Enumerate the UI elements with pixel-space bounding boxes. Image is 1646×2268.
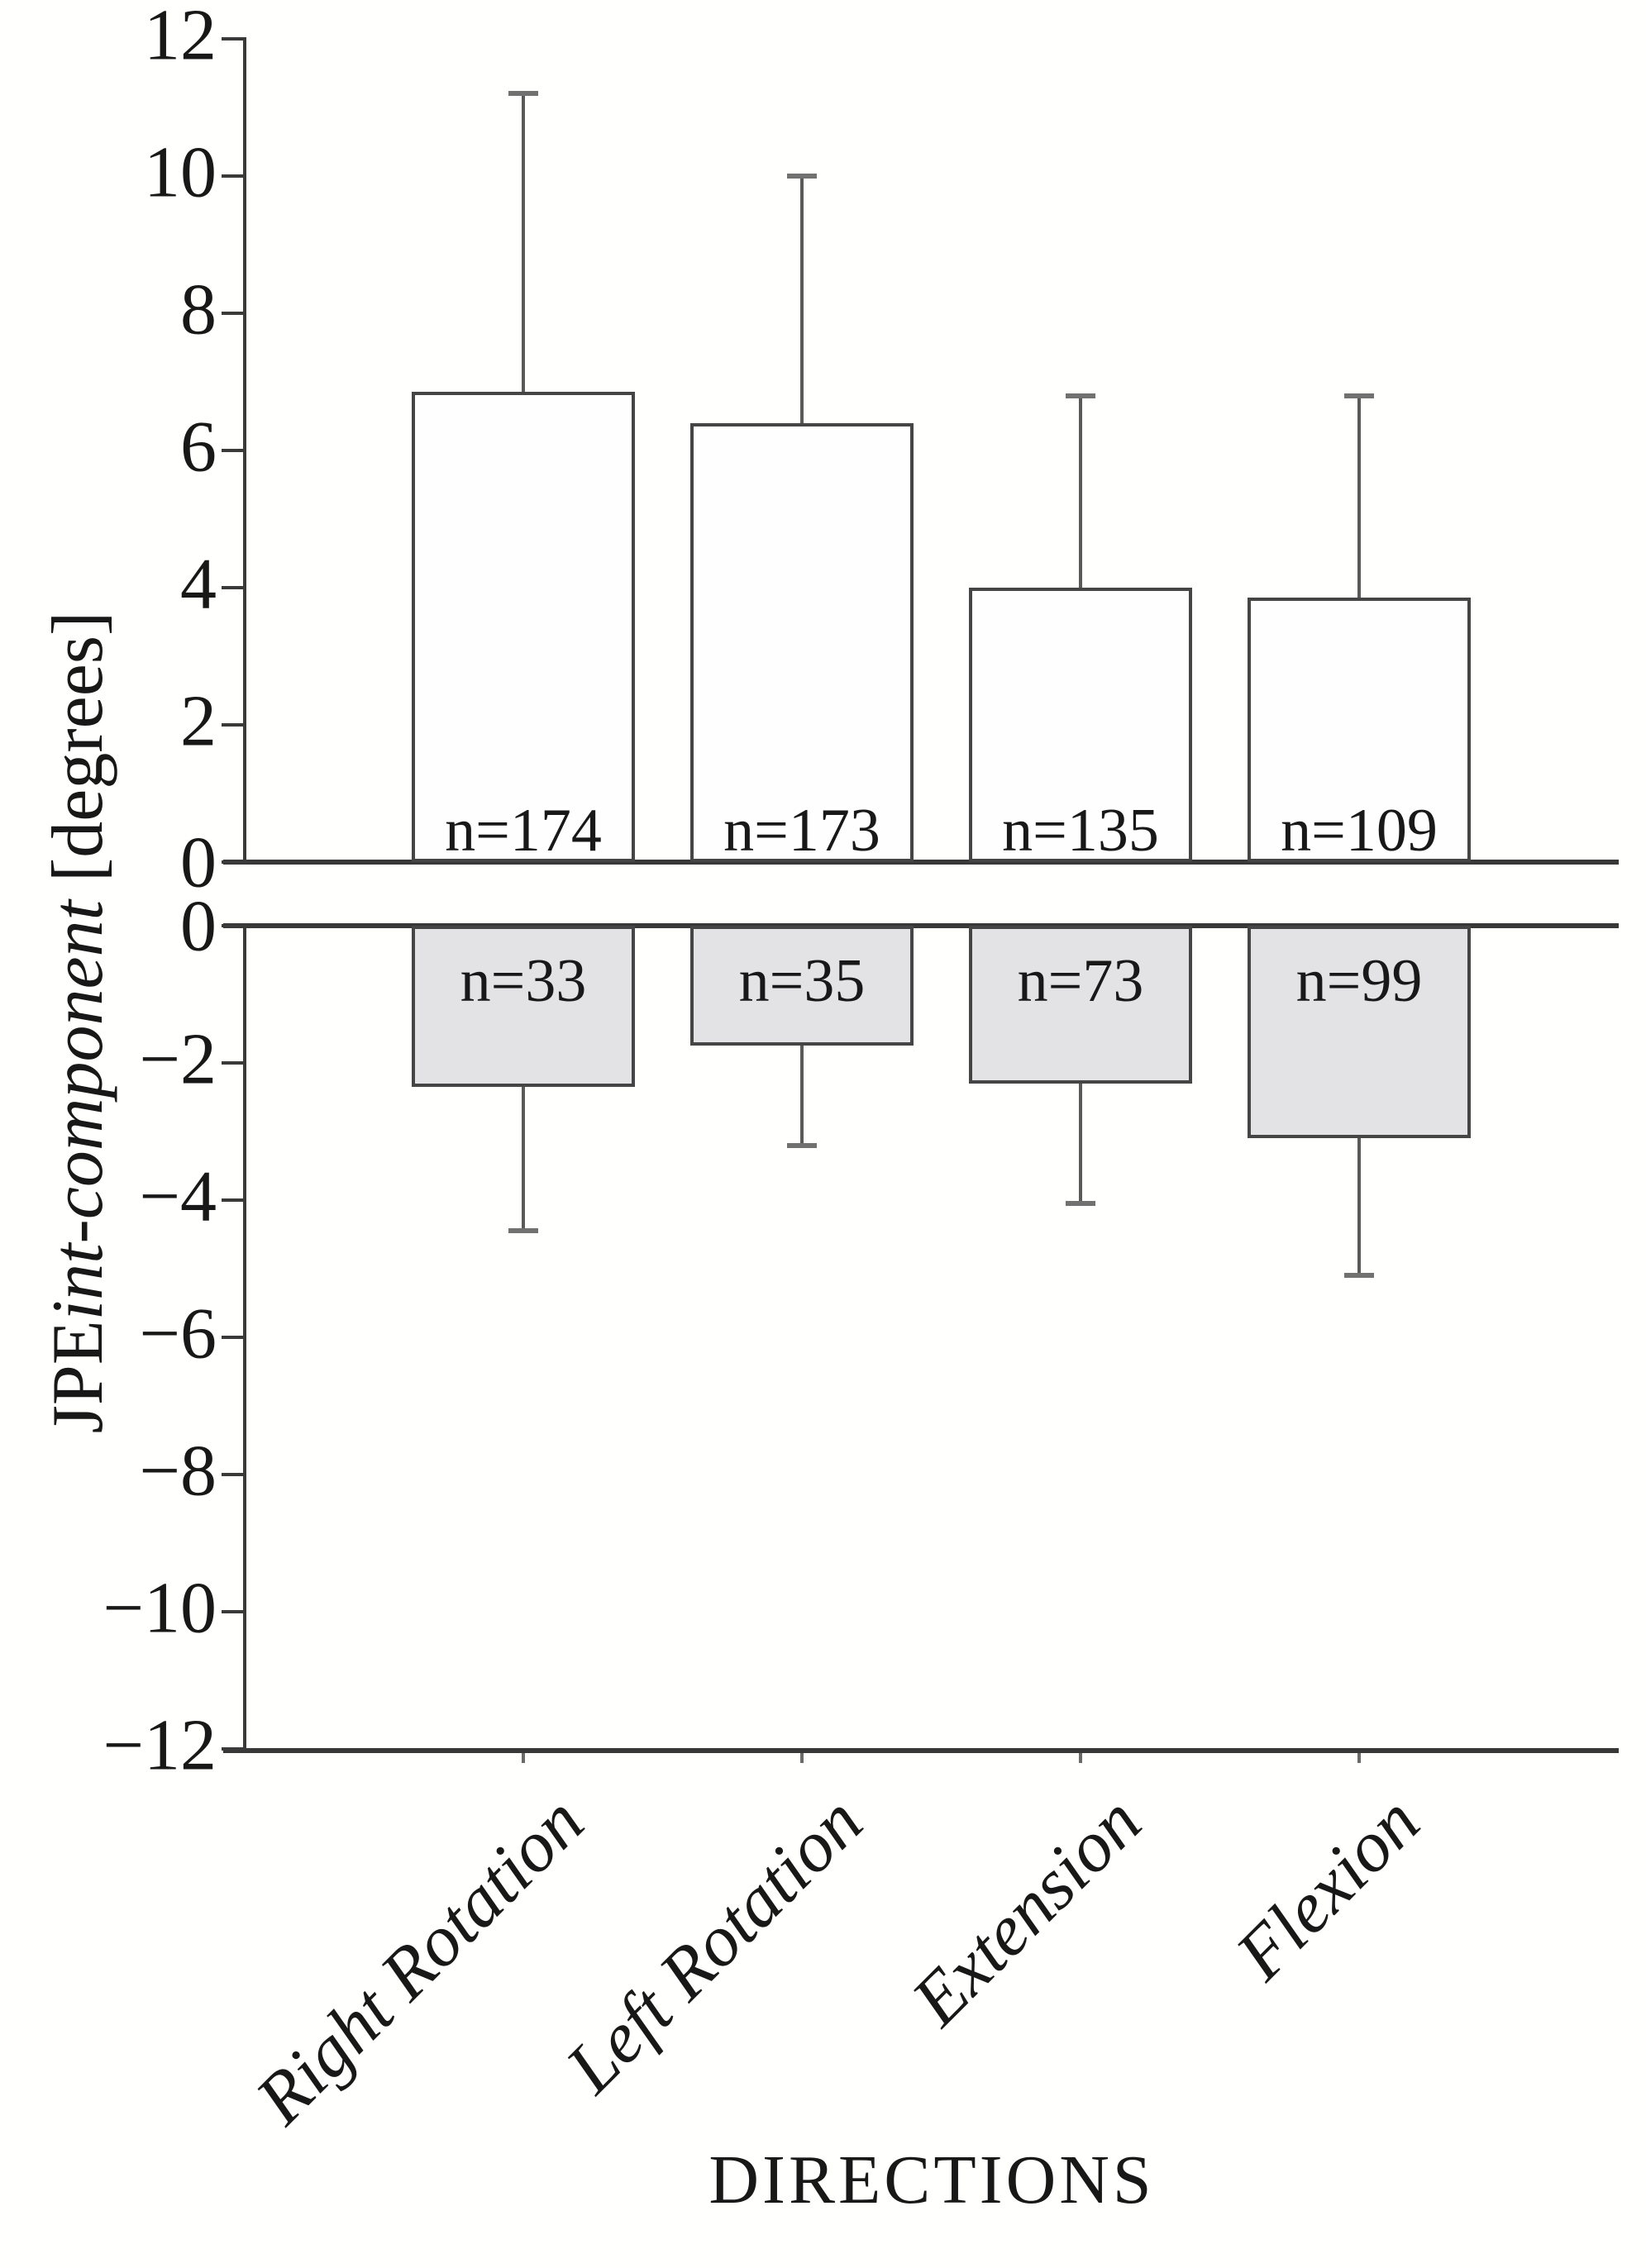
bar-left-rotation-positive — [690, 422, 914, 862]
bottom-axis-line — [223, 1748, 1619, 1753]
y-tick-label: −8 — [139, 1431, 217, 1512]
error-whisker — [522, 1087, 525, 1232]
error-whisker — [800, 176, 804, 423]
error-whisker — [1079, 395, 1082, 588]
y-tick — [222, 924, 245, 927]
bar-right-rotation-negative — [412, 926, 635, 1088]
x-category-label-extension: Extension — [896, 1781, 1157, 2042]
error-whisker — [1357, 395, 1361, 598]
y-tick-label: −4 — [139, 1156, 217, 1237]
bar-extension-negative — [969, 926, 1192, 1084]
x-tick — [1357, 1753, 1361, 1763]
y-axis-title-italic-part: int-component — [38, 900, 118, 1321]
count-label: n=174 — [445, 797, 602, 865]
count-label: n=109 — [1281, 797, 1438, 865]
y-tick — [222, 312, 245, 315]
y-tick-label: 10 — [144, 132, 217, 213]
y-tick-label: 6 — [180, 407, 217, 488]
bar-extension-positive — [969, 588, 1192, 862]
bar-flexion-positive — [1248, 598, 1471, 862]
y-tick — [222, 1473, 245, 1476]
y-tick-label: −2 — [139, 1019, 217, 1100]
y-axis-title: JPEint-component [degrees] — [38, 612, 118, 1434]
count-label: n=35 — [738, 947, 866, 1015]
error-cap — [1066, 1201, 1095, 1207]
y-axis-title-roman-prefix: JPE — [38, 1320, 118, 1434]
y-tick — [222, 723, 245, 727]
error-cap — [787, 1142, 817, 1148]
error-cap — [1066, 393, 1095, 398]
y-tick — [222, 1747, 245, 1751]
count-label: n=73 — [1017, 947, 1144, 1015]
error-whisker — [522, 93, 525, 393]
y-tick-label: −10 — [103, 1568, 217, 1649]
top-panel-zero-line — [223, 860, 1619, 865]
y-tick-label: 2 — [180, 681, 217, 762]
count-label: n=135 — [1002, 797, 1159, 865]
y-tick-label: 12 — [144, 0, 217, 76]
y-tick-label: 8 — [180, 269, 217, 350]
y-tick — [222, 37, 245, 40]
y-tick-label: 0 — [180, 886, 217, 967]
y-tick — [222, 1061, 245, 1065]
y-axis-title-roman-suffix: [degrees] — [38, 611, 118, 901]
y-tick — [222, 1610, 245, 1613]
error-cap — [1344, 1273, 1374, 1279]
bottom-panel-zero-line — [223, 923, 1619, 928]
count-label: n=99 — [1295, 947, 1423, 1015]
error-whisker — [800, 1046, 804, 1146]
bar-flexion-negative — [1248, 926, 1471, 1139]
error-cap — [508, 1228, 538, 1234]
y-tick — [222, 586, 245, 589]
bar-right-rotation-positive — [412, 392, 635, 862]
bottom-panel-y-axis — [243, 923, 246, 1751]
y-tick-label: 0 — [180, 822, 217, 903]
y-tick — [222, 1336, 245, 1339]
y-tick-label: −12 — [103, 1705, 217, 1786]
x-category-label-right-rotation: Right Rotation — [241, 1781, 599, 2140]
x-category-label-flexion: Flexion — [1221, 1781, 1435, 1995]
x-tick — [522, 1753, 525, 1763]
y-tick — [222, 860, 245, 864]
top-panel-y-axis — [243, 37, 246, 864]
error-cap — [1344, 393, 1374, 398]
x-category-label-left-rotation: Left Rotation — [551, 1781, 878, 2108]
error-whisker — [1079, 1083, 1082, 1204]
count-label: n=33 — [460, 947, 587, 1015]
count-label: n=173 — [723, 797, 880, 865]
x-tick — [1079, 1753, 1082, 1763]
y-tick — [222, 1198, 245, 1202]
x-tick — [800, 1753, 804, 1763]
y-tick-label: −6 — [139, 1294, 217, 1375]
y-tick-label: 4 — [180, 544, 217, 625]
y-tick — [222, 449, 245, 452]
y-tick — [222, 174, 245, 178]
error-whisker — [1357, 1138, 1361, 1276]
bar-left-rotation-negative — [690, 926, 914, 1046]
error-cap — [787, 174, 817, 179]
error-cap — [508, 91, 538, 97]
x-axis-title: DIRECTIONS — [708, 2142, 1155, 2218]
